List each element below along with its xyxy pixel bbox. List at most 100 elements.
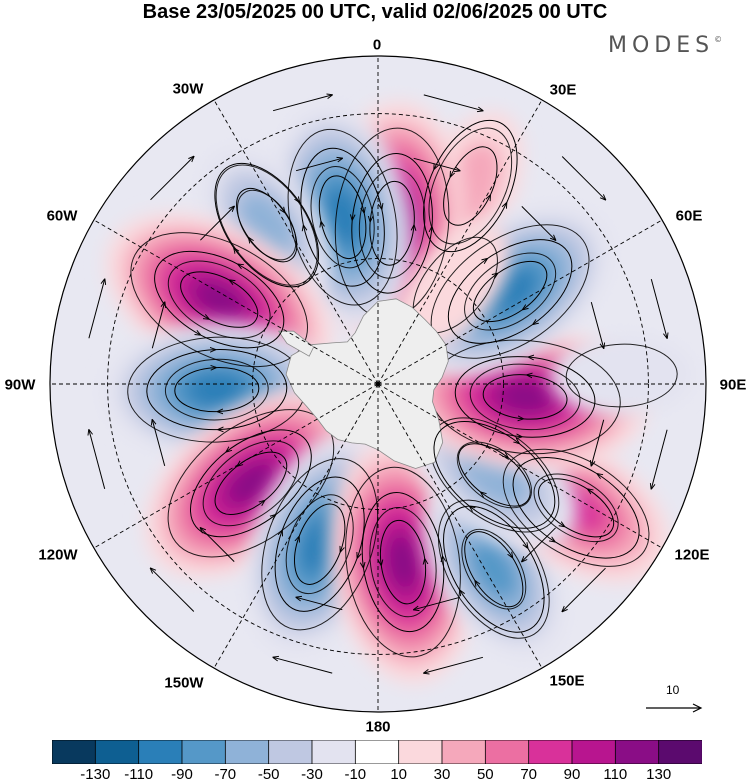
- meridian-line: [213, 383, 379, 669]
- reference-vector-arrow: [646, 703, 703, 713]
- colorbar-tick-label: -10: [344, 766, 367, 783]
- lon-label-90w: 90W: [4, 376, 36, 394]
- colorbar-tick-label: -50: [257, 766, 280, 783]
- streamline-loop: [300, 147, 385, 287]
- anomaly-shading: [102, 101, 693, 684]
- flow-arrow: [522, 527, 556, 562]
- streamline-loop: [433, 421, 556, 529]
- lon-label-90e: 90E: [719, 376, 747, 394]
- copyright-mark: ©: [714, 34, 723, 44]
- colorbar-swatch: [311, 740, 357, 764]
- colorbar-swatch: [52, 740, 97, 764]
- flow-arrow: [296, 597, 343, 611]
- map-title: Base 23/05/2025 00 UTC, valid 02/06/2025…: [142, 1, 608, 23]
- flow-arrow: [150, 157, 194, 201]
- brand-logo: MODES©: [608, 33, 723, 58]
- anomaly-cell: [329, 440, 477, 684]
- colorbar-swatch: [398, 740, 443, 764]
- flow-arrow: [272, 95, 332, 112]
- streamline-loop: [346, 153, 438, 294]
- colorbar-tick-label: -130: [80, 766, 111, 783]
- lon-label-120e: 120E: [674, 546, 710, 564]
- streamline-loop: [454, 351, 596, 443]
- colorbar-tick-label: -90: [171, 766, 193, 783]
- flow-arrow: [561, 156, 605, 200]
- streamline-loop: [214, 162, 320, 288]
- colorbar-swatch: [268, 740, 313, 764]
- flow-arrow: [413, 157, 460, 170]
- colorbar-swatch: [658, 740, 702, 764]
- colorbar-swatch: [138, 740, 183, 764]
- colorbar: [52, 740, 702, 764]
- flow-arrow: [151, 568, 195, 612]
- colorbar-swatch: [181, 740, 227, 764]
- flow-arrow: [590, 301, 603, 348]
- flow-arrow: [88, 279, 105, 339]
- contour-set: [428, 127, 513, 245]
- meridian-line: [213, 99, 379, 385]
- lon-label-30w: 30W: [172, 80, 204, 98]
- colorbar-tick-label: 130: [646, 766, 672, 783]
- streamline-loop: [274, 476, 365, 612]
- colorbar-swatch: [484, 740, 530, 764]
- lon-label-60w: 60W: [46, 207, 78, 225]
- flow-arrow: [650, 278, 667, 338]
- anomaly-field: [50, 56, 706, 712]
- flow-arrow: [295, 158, 342, 172]
- flow-arrow: [414, 596, 461, 609]
- contour-set: [502, 448, 650, 567]
- contour-set: [565, 343, 678, 408]
- anomaly-cell: [550, 335, 693, 416]
- streamline-loop: [154, 250, 285, 349]
- anomaly-contours: [127, 127, 678, 658]
- meridian-line: [93, 219, 379, 385]
- flow-arrow: [151, 302, 164, 349]
- flow-arrow: [273, 657, 333, 674]
- colorbar-tick-label: 110: [603, 766, 628, 783]
- colorbar-swatch: [571, 740, 617, 764]
- colorbar-tick-label: 50: [476, 766, 494, 783]
- flow-arrow: [591, 419, 605, 466]
- colorbar-swatch: [614, 740, 660, 764]
- colorbar-tick-label: 70: [520, 766, 538, 783]
- streamline-loop: [146, 347, 288, 432]
- colorbar-tick-label: 10: [390, 766, 408, 783]
- streamline-loop: [354, 492, 453, 633]
- colorbar-tick-label: -110: [124, 766, 154, 783]
- streamline-loop: [190, 429, 312, 538]
- reference-vector-label: 10: [666, 683, 680, 697]
- streamline-loop: [423, 119, 518, 253]
- lon-label-0: 0: [372, 36, 382, 54]
- colorbar-tick-label: 30: [433, 766, 451, 783]
- lon-label-30e: 30E: [549, 81, 577, 99]
- contour-set: [261, 458, 379, 631]
- streamline-loop: [512, 457, 640, 559]
- colorbar-tick-label: 90: [563, 766, 581, 783]
- colorbar-swatch: [94, 740, 140, 764]
- colorbar-swatch: [224, 740, 270, 764]
- colorbar-swatch: [354, 740, 400, 764]
- colorbar-tick-label: -70: [214, 766, 237, 783]
- lon-label-150w: 150W: [164, 674, 204, 692]
- lon-label-180: 180: [365, 718, 391, 736]
- flow-arrow: [424, 656, 484, 673]
- meridian-line: [377, 219, 663, 385]
- flow-arrow: [562, 567, 606, 611]
- flow-arrow: [200, 528, 235, 562]
- streamline-loop: [447, 239, 573, 344]
- lon-label-120w: 120W: [38, 546, 78, 564]
- lon-label-150e: 150E: [549, 672, 585, 690]
- colorbar-swatch: [441, 740, 487, 764]
- flow-arrow: [200, 206, 234, 241]
- colorbar-tick-label: -30: [301, 766, 323, 783]
- lon-label-60e: 60E: [675, 207, 703, 225]
- flow-arrow: [651, 429, 668, 489]
- contour-set: [437, 499, 550, 639]
- latitude-circle: [107, 113, 649, 655]
- pole-dot: [375, 381, 381, 387]
- flow-arrow: [423, 94, 483, 111]
- map-border: [49, 55, 707, 713]
- meridian-line: [377, 99, 543, 385]
- wind-streamlines: [89, 95, 667, 673]
